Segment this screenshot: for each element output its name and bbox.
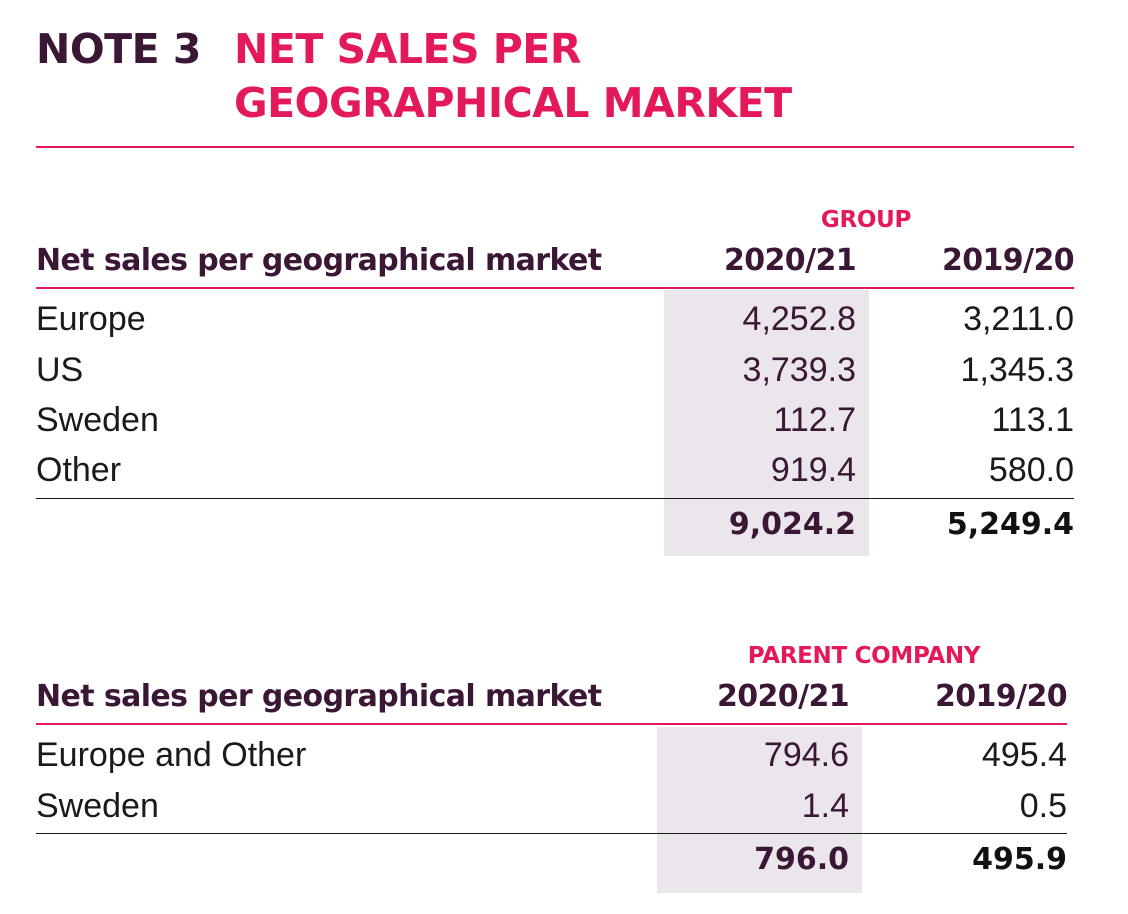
row-value-previous: 113.1	[991, 401, 1074, 439]
row-value-previous: 580.0	[988, 451, 1074, 489]
parent-total-divider	[36, 833, 1067, 834]
group-total-divider	[36, 498, 1074, 499]
parent-total-current: 796.0	[754, 842, 849, 877]
title-divider	[36, 146, 1074, 148]
parent-header-year-current: 2020/21	[716, 679, 850, 714]
row-value-previous: 495.4	[981, 736, 1067, 774]
note-title-line-2: GEOGRAPHICAL MARKET	[234, 79, 792, 127]
row-label: US	[36, 351, 84, 389]
parent-current-column-shade	[657, 727, 862, 893]
note-title: NET SALES PER GEOGRAPHICAL MARKET	[234, 22, 792, 130]
row-value-previous: 3,211.0	[963, 300, 1074, 338]
group-section-label: GROUP	[820, 207, 912, 233]
group-header-label: Net sales per geographical market	[36, 243, 602, 278]
group-header-year-current: 2020/21	[723, 243, 857, 278]
parent-header-label: Net sales per geographical market	[36, 679, 602, 714]
row-label: Sweden	[36, 787, 159, 825]
row-label: Sweden	[36, 401, 159, 439]
row-value-previous: 0.5	[1019, 787, 1067, 825]
group-header-divider	[36, 287, 1074, 289]
row-value-current: 4,252.8	[742, 300, 856, 338]
row-value-current: 112.7	[773, 401, 856, 439]
row-value-current: 919.4	[770, 451, 856, 489]
note-number: NOTE 3	[36, 25, 201, 73]
group-total-previous: 5,249.4	[946, 507, 1074, 542]
row-value-current: 1.4	[801, 787, 849, 825]
parent-section-label: PARENT COMPANY	[747, 643, 981, 669]
row-value-previous: 1,345.3	[960, 351, 1074, 389]
row-value-current: 794.6	[763, 736, 849, 774]
row-value-current: 3,739.3	[742, 351, 856, 389]
note-title-line-1: NET SALES PER	[234, 25, 581, 73]
parent-header-year-previous: 2019/20	[934, 679, 1068, 714]
row-label: Other	[36, 451, 122, 489]
parent-header-divider	[36, 723, 1067, 725]
group-current-column-shade	[664, 290, 869, 556]
row-label: Europe	[36, 300, 146, 338]
row-label: Europe and Other	[36, 736, 307, 774]
group-total-current: 9,024.2	[728, 507, 856, 542]
parent-total-previous: 495.9	[972, 842, 1067, 877]
group-header-year-previous: 2019/20	[941, 243, 1075, 278]
